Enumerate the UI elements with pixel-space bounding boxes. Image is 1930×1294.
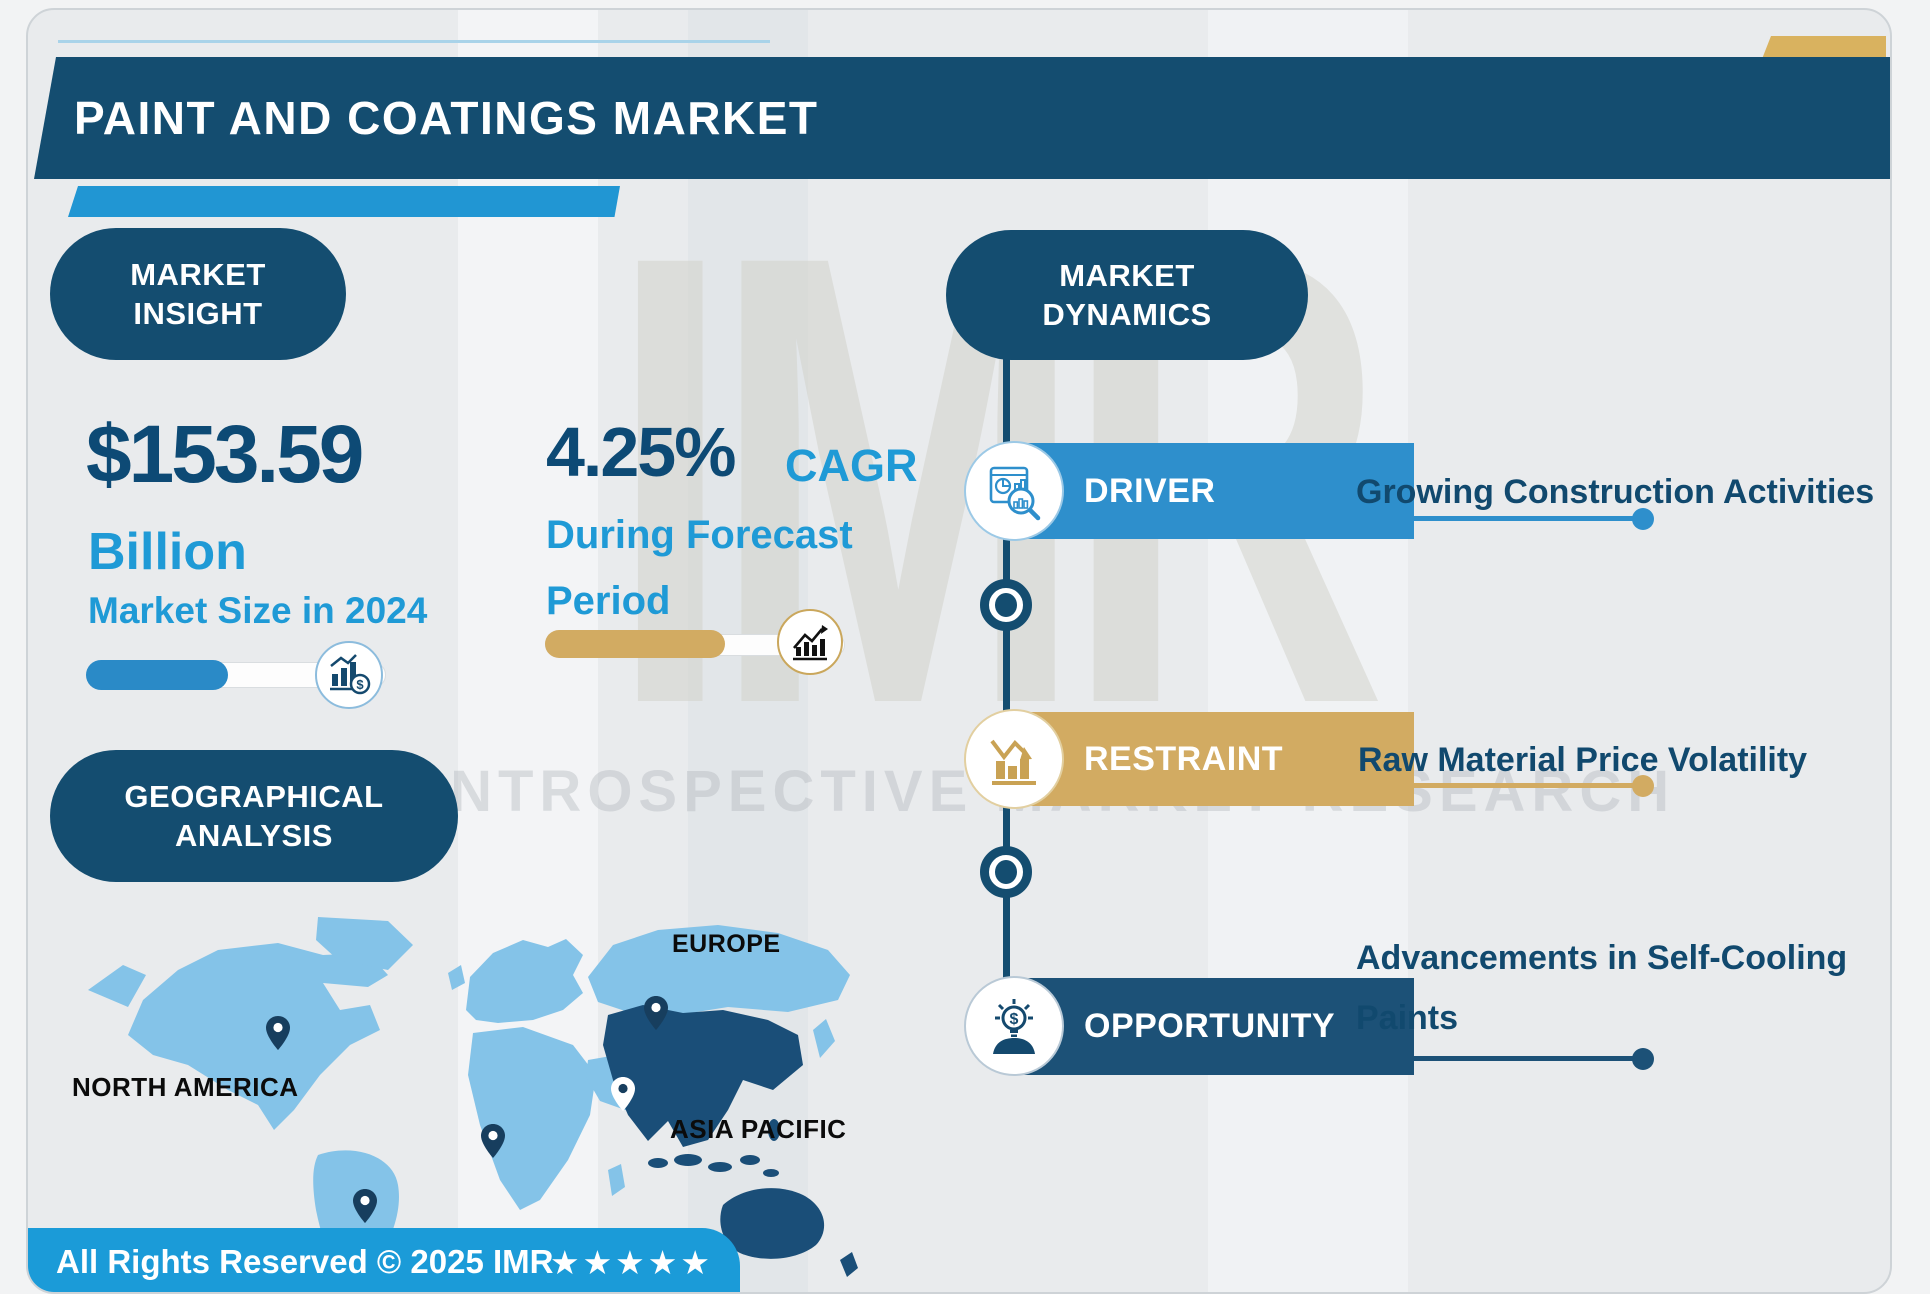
declining-chart-icon	[990, 739, 1036, 785]
cagr-caption: During Forecast Period	[546, 513, 853, 623]
region-label-north-america: NORTH AMERICA	[72, 1072, 299, 1102]
timeline-node	[980, 846, 1032, 898]
market-analysis-icon	[989, 466, 1041, 521]
footer-bar: All Rights Reserved © 2025 IMR ★★★★★	[28, 1228, 740, 1292]
badge-line: ANALYSIS	[175, 818, 333, 853]
market-insight-badge: MARKET INSIGHT	[50, 228, 346, 360]
driver-bar: DRIVER	[1008, 443, 1414, 539]
map-pin-middle-east-africa	[481, 1124, 505, 1158]
page-title: PAINT AND COATINGS MARKET	[74, 92, 819, 144]
market-dynamics-badge: MARKET DYNAMICS	[946, 230, 1308, 360]
timeline-node	[980, 579, 1032, 631]
restraint-bar: RESTRAINT	[1008, 712, 1414, 806]
market-size-caption: Market Size in 2024	[88, 590, 428, 631]
opportunity-text: Advancements in Self-Cooling Paints	[1356, 939, 1848, 1037]
svg-text:$: $	[356, 677, 364, 692]
market-size-value: $153.59	[86, 409, 364, 500]
svg-text:$: $	[1010, 1011, 1019, 1028]
driver-icon-circle	[964, 441, 1064, 541]
bg-stripe	[1208, 10, 1408, 1292]
restraint-connector-dot	[1632, 775, 1654, 797]
badge-line: INSIGHT	[133, 296, 263, 331]
restraint-label: RESTRAINT	[1084, 739, 1284, 778]
restraint-text: Raw Material Price Volatility	[1358, 741, 1808, 779]
rating-stars: ★★★★★	[550, 1243, 713, 1281]
copyright-text: All Rights Reserved © 2025 IMR	[56, 1243, 554, 1280]
restraint-icon-circle	[964, 709, 1064, 809]
market-size-progress-fill	[86, 660, 228, 690]
restraint-connector	[1336, 783, 1643, 788]
cagr-icon-circle	[777, 609, 843, 675]
map-pin-asia-pacific	[611, 1077, 635, 1111]
cagr-label: CAGR	[785, 440, 918, 491]
driver-connector	[1336, 516, 1643, 521]
idea-person-icon: $	[993, 999, 1035, 1054]
title-banner: PAINT AND COATINGS MARKET	[34, 57, 1890, 179]
title-banner-underline	[68, 186, 620, 217]
header-accent-line	[58, 40, 770, 43]
badge-line: MARKET	[1059, 258, 1195, 293]
opportunity-connector	[1336, 1056, 1643, 1061]
region-label-asia-pacific: ASIA PACIFIC	[670, 1114, 847, 1144]
map-pin-north-america	[266, 1016, 290, 1050]
cagr-value: 4.25%	[546, 413, 736, 491]
map-pin-europe	[644, 996, 668, 1030]
map-pin-south-america	[353, 1189, 377, 1223]
opportunity-connector-dot	[1632, 1048, 1654, 1070]
opportunity-bar: OPPORTUNITY	[1008, 978, 1414, 1075]
geographical-analysis-badge: GEOGRAPHICAL ANALYSIS	[50, 750, 458, 882]
bar-chart-dollar-icon: $	[330, 654, 371, 695]
driver-text: Growing Construction Activities	[1356, 473, 1875, 511]
region-label-europe: EUROPE	[672, 930, 781, 958]
world-map	[88, 917, 858, 1292]
cagr-progress-fill	[545, 630, 725, 658]
badge-line: DYNAMICS	[1042, 297, 1212, 332]
opportunity-icon-circle: $	[964, 976, 1064, 1076]
market-size-icon-circle: $	[315, 641, 383, 709]
gold-tab	[1762, 36, 1886, 59]
timeline-line	[1003, 355, 1010, 1015]
driver-connector-dot	[1632, 508, 1654, 530]
infographic-card: IMR INTROSPECTIVE MARKET RESEARCH PAINT …	[26, 8, 1892, 1294]
growth-chart-icon	[793, 625, 828, 661]
badge-line: GEOGRAPHICAL	[124, 779, 384, 814]
driver-label: DRIVER	[1084, 471, 1216, 510]
badge-line: MARKET	[130, 257, 266, 292]
opportunity-label: OPPORTUNITY	[1084, 1007, 1336, 1045]
market-size-unit: Billion	[88, 523, 247, 581]
